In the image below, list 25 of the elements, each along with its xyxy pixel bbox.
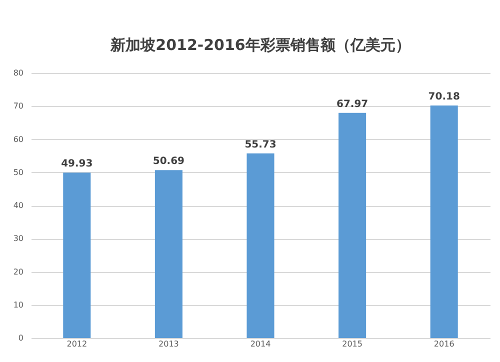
y-tick-label: 70 [13,102,24,111]
data-label: 49.93 [61,158,93,170]
data-label: 50.69 [152,156,185,168]
y-tick-label: 80 [13,68,24,78]
y-tick-label: 30 [13,234,24,244]
data-label: 55.73 [244,139,276,150]
x-tick-label: 2016 [434,340,454,348]
y-tick-label: 0 [18,334,24,342]
y-tick-label: 50 [13,168,24,177]
x-tick-label: 2015 [342,340,362,348]
y-tick-label: 60 [13,134,24,144]
x-tick-label: 2012 [66,340,88,348]
bar [246,153,274,338]
bar [430,106,458,338]
y-tick-label: 40 [13,201,24,210]
bar [154,170,182,338]
bar [63,172,91,338]
y-tick-label: 10 [13,300,24,310]
data-label: 70.18 [428,92,460,103]
y-tick-label: 20 [13,267,24,276]
data-label: 67.97 [336,98,368,110]
x-tick-label: 2013 [158,340,179,348]
bar [338,112,366,338]
chart-title: 新加坡2012-2016年彩票销售额（亿美元） [110,36,410,54]
x-tick-label: 2014 [250,340,271,348]
